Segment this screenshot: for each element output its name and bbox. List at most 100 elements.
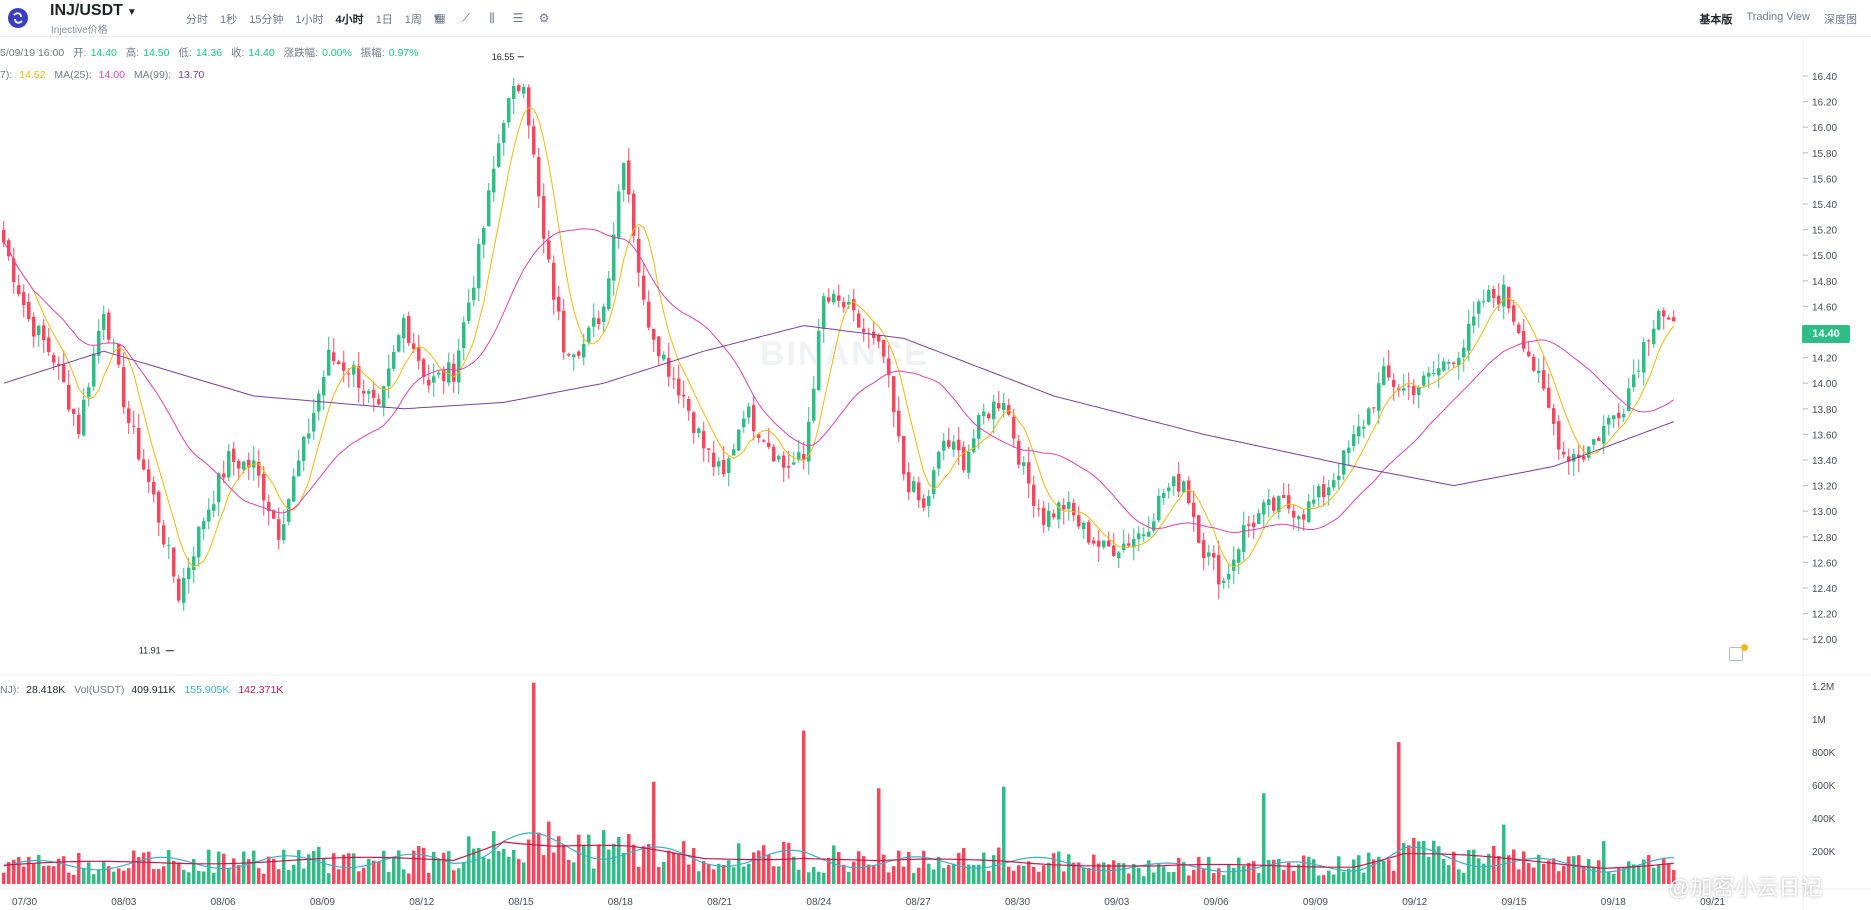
candle-type-icon[interactable]: ⫼: [489, 11, 495, 25]
candle-body: [1492, 289, 1496, 299]
volume-bar: [432, 851, 436, 884]
price-tick-label: 12.00: [1812, 635, 1837, 646]
tab-interval-1w[interactable]: 1周: [404, 14, 422, 26]
volume-bar: [752, 852, 756, 884]
volume-bar: [352, 853, 356, 884]
open-label: 开:: [73, 47, 87, 59]
calendar-icon[interactable]: ▦: [434, 11, 446, 25]
volume-bar: [952, 863, 956, 884]
price-tick-label: 12.20: [1812, 610, 1837, 621]
volume-bar: [1632, 864, 1636, 884]
pair-subtitle[interactable]: Injective价格: [51, 25, 108, 36]
price-tick-label: 15.00: [1812, 251, 1837, 262]
tab-interval-4h[interactable]: 4小时: [335, 14, 364, 26]
candle-body: [1332, 480, 1336, 488]
candle-body: [1327, 487, 1331, 496]
gear-icon[interactable]: ⚙: [538, 11, 550, 25]
candle-body: [1607, 417, 1611, 425]
candle-body: [887, 358, 891, 376]
volume-bar: [1232, 868, 1236, 884]
candle-body: [1382, 366, 1386, 386]
candle-date: 5/09/19 16:00: [0, 47, 65, 59]
volume-bar: [237, 865, 241, 884]
candle-body: [227, 451, 231, 478]
pair-selector[interactable]: INJ/USDT ▼: [50, 2, 137, 20]
volume-bar: [1462, 872, 1466, 884]
candle-body: [1622, 413, 1626, 418]
volume-bar: [782, 841, 786, 884]
volume-bar: [552, 852, 556, 884]
indicator-icon[interactable]: ⟋: [461, 11, 471, 25]
candle-body: [937, 451, 941, 469]
volume-bar: [337, 869, 341, 884]
price-chart[interactable]: 16.40 16.20 16.00 15.80 15.60 15.40 15.20 15.00…: [0, 37, 1871, 910]
volume-bar: [627, 834, 631, 884]
tab-interval-1d[interactable]: 1日: [375, 14, 393, 26]
candle-body: [972, 438, 976, 453]
tab-interval-1s[interactable]: 1秒: [220, 14, 238, 26]
candle-body: [1612, 415, 1616, 420]
volume-bar: [1007, 866, 1011, 884]
volume-bar: [392, 856, 396, 884]
volume-bar: [1587, 858, 1591, 884]
close-value: 14.40: [248, 47, 275, 59]
candle-body: [1522, 331, 1526, 349]
candle-body: [957, 439, 961, 451]
candle-body: [882, 339, 886, 357]
volume-bar: [1457, 869, 1461, 884]
volume-bar: [487, 859, 491, 884]
settings-sliders-icon[interactable]: ☰: [512, 11, 524, 25]
volume-bar: [1342, 871, 1346, 884]
candle-body: [177, 578, 181, 601]
volume-bar: [242, 851, 246, 884]
volume-bar: [1122, 863, 1126, 884]
candle-body: [337, 361, 341, 365]
volume-bar: [742, 866, 746, 884]
volume-bar: [347, 853, 351, 884]
tab-interval-1h[interactable]: 1小时: [295, 14, 324, 26]
volume-tick-label: 400K: [1812, 814, 1836, 825]
tab-basic-view[interactable]: 基本版: [1699, 14, 1733, 26]
volume-bar: [47, 865, 51, 884]
candle-body: [702, 431, 706, 449]
tab-trading-view[interactable]: Trading View: [1746, 11, 1810, 23]
volume-bar: [1262, 793, 1266, 884]
tab-interval-time[interactable]: 分时: [186, 14, 208, 26]
alert-bell-icon[interactable]: [1729, 647, 1743, 661]
candle-body: [757, 434, 761, 438]
volume-bar: [617, 836, 621, 884]
volume-bar: [132, 850, 136, 884]
tab-depth-chart[interactable]: 深度图: [1824, 14, 1857, 26]
volume-bar: [302, 868, 306, 884]
more-intervals-chevron-icon[interactable]: ▾: [433, 12, 440, 24]
vol-ma5-value: 155.905K: [184, 684, 230, 696]
candle-body: [1072, 502, 1076, 516]
candle-body: [1292, 511, 1296, 518]
candle-body: [317, 393, 321, 412]
view-switcher: 基本版 Trading View 深度图: [1699, 11, 1871, 27]
volume-bar: [1507, 855, 1511, 884]
volume-bar: [1642, 859, 1646, 884]
volume-bar: [1062, 871, 1066, 884]
price-tick-label: 12.40: [1812, 584, 1837, 595]
candle-body: [1187, 480, 1191, 504]
candle-body: [1442, 361, 1446, 371]
time-tick-label: 08/18: [608, 897, 633, 908]
candle-body: [932, 470, 936, 494]
candle-body: [457, 350, 461, 383]
candle-body: [842, 301, 846, 308]
amplitude-label: 振幅:: [360, 47, 385, 59]
volume-bar: [1542, 864, 1546, 884]
volume-bar: [702, 861, 706, 884]
candle-body: [612, 234, 616, 281]
candle-body: [902, 436, 906, 475]
candle-body: [347, 373, 351, 375]
candle-body: [1497, 295, 1501, 305]
time-tick-label: 08/24: [806, 897, 831, 908]
volume-bar: [872, 865, 876, 884]
volume-bar: [77, 853, 81, 884]
author-watermark: @加密小云日记: [1668, 875, 1823, 900]
volume-bar: [1667, 863, 1671, 884]
tab-interval-15m[interactable]: 15分钟: [249, 14, 284, 26]
volume-bar: [517, 859, 521, 884]
